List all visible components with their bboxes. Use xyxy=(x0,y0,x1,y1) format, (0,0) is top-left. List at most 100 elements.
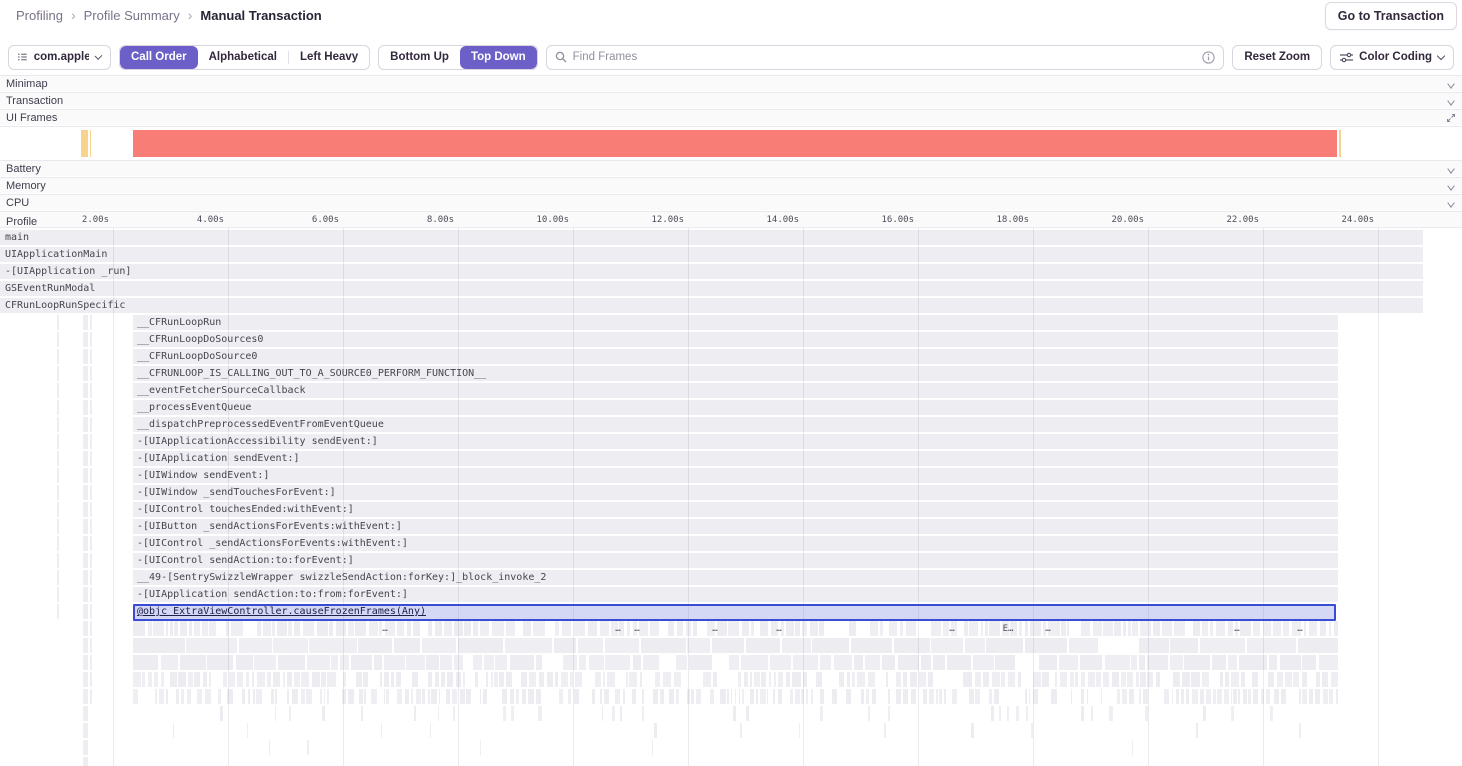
flame-frame[interactable] xyxy=(278,655,306,670)
flame-frame[interactable] xyxy=(242,689,246,704)
flame-frame[interactable] xyxy=(1132,621,1139,636)
flame-frame[interactable] xyxy=(1139,689,1142,704)
flame-frame[interactable] xyxy=(806,689,808,704)
flame-frame[interactable] xyxy=(1186,689,1190,704)
flame-frame[interactable] xyxy=(588,655,604,670)
flame-frame[interactable] xyxy=(286,672,293,687)
flame-frame[interactable] xyxy=(1230,672,1240,687)
flame-frame[interactable] xyxy=(83,570,88,585)
flame-frame[interactable] xyxy=(499,672,505,687)
flame-frame[interactable] xyxy=(888,621,897,636)
flame-frame[interactable] xyxy=(339,655,350,670)
flame-frame[interactable] xyxy=(745,638,780,653)
flame-frame[interactable] xyxy=(662,672,671,687)
flame-frame[interactable] xyxy=(1217,689,1223,704)
flame-frame[interactable] xyxy=(90,315,92,330)
flame-frame[interactable] xyxy=(208,672,212,687)
flame-frame[interactable] xyxy=(422,689,426,704)
flame-frame[interactable] xyxy=(83,740,88,755)
flame-frame[interactable] xyxy=(1121,689,1127,704)
flame-frame[interactable] xyxy=(90,587,92,602)
flame-frame[interactable] xyxy=(133,383,1338,398)
flame-frame[interactable] xyxy=(888,706,890,721)
flame-frame[interactable] xyxy=(554,672,559,687)
flame-frame[interactable] xyxy=(490,672,493,687)
flame-frame[interactable] xyxy=(1239,621,1252,636)
flame-frame[interactable] xyxy=(133,638,185,653)
flame-frame[interactable] xyxy=(247,689,250,704)
flame-frame[interactable] xyxy=(619,621,625,636)
flame-frame[interactable] xyxy=(306,689,312,704)
flame-frame[interactable] xyxy=(1015,706,1020,721)
flame-frame[interactable] xyxy=(1334,621,1338,636)
flame-frame[interactable] xyxy=(573,689,579,704)
flame-frame[interactable] xyxy=(994,689,999,704)
flame-frame[interactable] xyxy=(395,672,401,687)
flame-frame[interactable] xyxy=(833,655,852,670)
flame-frame[interactable] xyxy=(83,451,88,466)
flame-frame[interactable] xyxy=(458,638,504,653)
flame-frame[interactable] xyxy=(1202,621,1209,636)
flame-frame[interactable] xyxy=(268,740,271,755)
flame-frame[interactable] xyxy=(83,468,88,483)
flame-frame[interactable] xyxy=(1298,723,1302,738)
flame-frame[interactable] xyxy=(141,672,146,687)
flame-frame[interactable] xyxy=(687,638,711,653)
flame-frame[interactable] xyxy=(994,655,1015,670)
flame-frame[interactable] xyxy=(751,621,754,636)
flame-frame[interactable] xyxy=(983,672,990,687)
flame-frame[interactable] xyxy=(316,621,328,636)
flame-frame[interactable] xyxy=(1210,621,1214,636)
flame-frame[interactable] xyxy=(133,621,145,636)
flame-frame[interactable] xyxy=(133,485,1338,500)
flame-frame[interactable] xyxy=(773,689,776,704)
flame-frame[interactable] xyxy=(166,621,169,636)
flame-frame[interactable] xyxy=(1038,655,1057,670)
flame-frame[interactable] xyxy=(172,723,174,738)
slow-frame-bar[interactable] xyxy=(1338,130,1341,157)
flame-frame[interactable] xyxy=(90,638,92,653)
flame-frame[interactable] xyxy=(90,349,92,364)
flame-frame[interactable] xyxy=(1068,638,1099,653)
flame-frame[interactable] xyxy=(573,621,586,636)
flame-frame[interactable] xyxy=(1192,689,1198,704)
flame-frame[interactable] xyxy=(57,400,59,415)
flame-frame[interactable] xyxy=(1081,689,1084,704)
flame-frame[interactable] xyxy=(133,315,1338,330)
flame-frame[interactable] xyxy=(383,689,385,704)
flame-frame[interactable] xyxy=(1284,672,1292,687)
flame-frame[interactable] xyxy=(599,621,609,636)
flame-frame[interactable] xyxy=(57,315,59,330)
flame-frame[interactable] xyxy=(1067,621,1070,636)
flame-frame[interactable] xyxy=(603,672,606,687)
flame-frame[interactable] xyxy=(516,689,519,704)
flame-frame[interactable] xyxy=(90,689,92,704)
flame-frame[interactable] xyxy=(972,655,994,670)
flame-frame[interactable] xyxy=(559,689,564,704)
flame-frame[interactable] xyxy=(1102,672,1110,687)
flame-frame[interactable] xyxy=(939,689,942,704)
flame-frame[interactable] xyxy=(567,689,572,704)
flame-frame[interactable] xyxy=(217,689,221,704)
flame-frame[interactable] xyxy=(350,655,373,670)
section-cpu[interactable]: CPU xyxy=(0,194,1462,210)
flame-frame[interactable] xyxy=(483,655,494,670)
flame-frame[interactable] xyxy=(251,672,255,687)
flame-frame[interactable] xyxy=(629,672,637,687)
flame-frame[interactable] xyxy=(57,383,59,398)
flame-frame[interactable] xyxy=(605,655,631,670)
flame-frame[interactable] xyxy=(920,655,932,670)
flame-frame[interactable] xyxy=(483,689,488,704)
flame-frame[interactable] xyxy=(1001,672,1005,687)
flame-frame[interactable] xyxy=(819,706,823,721)
section-memory[interactable]: Memory xyxy=(0,177,1462,193)
flame-frame[interactable] xyxy=(854,655,864,670)
flame-frame[interactable] xyxy=(413,621,421,636)
flame-frame[interactable] xyxy=(90,366,92,381)
flame-frame[interactable] xyxy=(437,706,439,721)
flame-frame[interactable] xyxy=(730,689,733,704)
flame-frame[interactable] xyxy=(1282,621,1289,636)
flame-frame[interactable] xyxy=(893,638,930,653)
flame-frame[interactable] xyxy=(970,723,974,738)
flame-frame[interactable] xyxy=(1223,689,1229,704)
